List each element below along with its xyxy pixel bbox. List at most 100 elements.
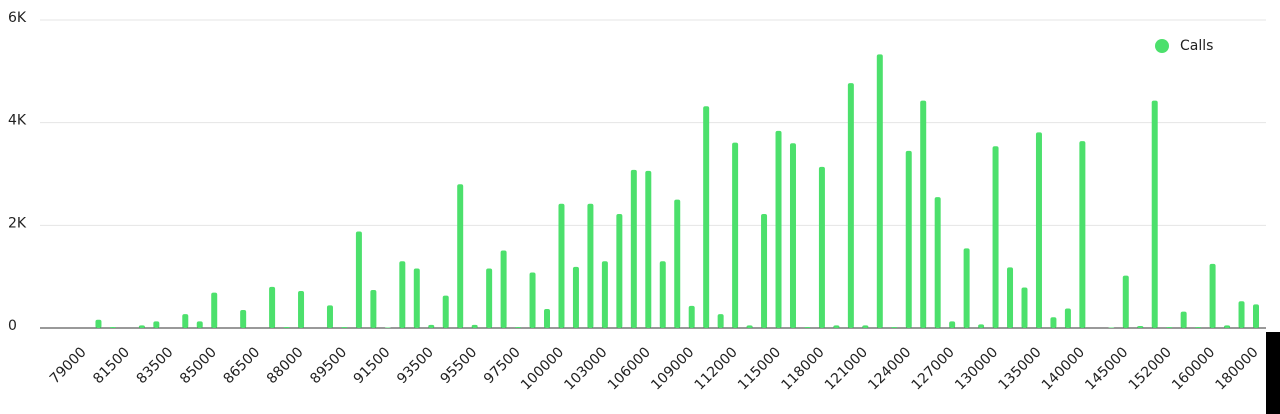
edge-shade	[1266, 332, 1280, 414]
bar	[182, 314, 189, 328]
bar	[789, 143, 796, 328]
bar	[326, 305, 333, 328]
x-tick-label: 85000	[177, 344, 220, 387]
x-tick-label: 135000	[996, 344, 1045, 393]
bar	[572, 266, 579, 328]
bar	[558, 203, 565, 328]
bar	[703, 106, 710, 329]
y-tick-label: 0	[8, 318, 17, 334]
bar	[1007, 267, 1014, 328]
bar	[862, 325, 869, 328]
bar	[1108, 327, 1115, 328]
x-tick-label: 145000	[1082, 344, 1131, 393]
bar	[211, 292, 218, 328]
bar	[963, 248, 970, 328]
bar	[645, 170, 652, 328]
bar	[1238, 301, 1245, 328]
x-tick-label: 79000	[47, 344, 90, 387]
bar	[833, 325, 840, 328]
bar	[761, 214, 768, 328]
bar	[138, 325, 145, 328]
bar	[804, 326, 811, 328]
x-tick-label: 112000	[692, 344, 741, 393]
x-tick-label: 91500	[351, 344, 394, 387]
legend-label: Calls	[1180, 38, 1213, 54]
bar	[1050, 317, 1057, 328]
bar	[500, 250, 507, 328]
bar	[616, 214, 623, 328]
bar	[153, 321, 160, 328]
bar	[876, 54, 883, 328]
legend-marker	[1155, 39, 1169, 53]
bar	[891, 326, 898, 328]
bar	[269, 286, 276, 328]
x-tick-label: 118000	[778, 344, 827, 393]
x-tick-label: 160000	[1169, 344, 1218, 393]
bar	[847, 83, 854, 328]
bar	[1151, 100, 1158, 329]
x-tick-label: 109000	[648, 344, 697, 393]
bar	[370, 290, 377, 328]
y-tick-label: 6K	[8, 10, 27, 26]
x-tick-label: 180000	[1213, 344, 1262, 393]
bar	[920, 100, 927, 329]
bar	[1021, 287, 1028, 328]
y-tick-label: 4K	[8, 113, 27, 129]
x-tick-label: 121000	[822, 344, 871, 393]
bar	[544, 309, 551, 328]
bar	[1209, 263, 1216, 328]
bar	[1122, 275, 1129, 328]
bar	[1079, 141, 1086, 328]
bar	[818, 166, 825, 328]
bar	[442, 295, 449, 328]
bar	[934, 197, 941, 328]
bar	[1166, 326, 1173, 328]
x-tick-label: 81500	[90, 344, 133, 387]
x-tick-label: 140000	[1039, 344, 1088, 393]
bar	[1195, 326, 1202, 328]
bar	[355, 231, 362, 328]
bar	[732, 142, 739, 328]
x-tick-label: 100000	[518, 344, 567, 393]
bar	[1035, 132, 1042, 328]
x-tick-label: 88000	[264, 344, 307, 387]
bar	[1224, 325, 1231, 328]
x-tick-label: 103000	[561, 344, 610, 393]
bar	[399, 261, 406, 328]
bar	[471, 324, 478, 328]
x-tick-label: 89500	[307, 344, 350, 387]
bar	[992, 146, 999, 328]
x-tick-label: 83500	[134, 344, 177, 387]
bar	[1253, 304, 1259, 328]
x-tick-label: 106000	[605, 344, 654, 393]
x-tick-label: 115000	[735, 344, 784, 393]
y-tick-label: 2K	[8, 215, 27, 231]
bar	[775, 130, 782, 328]
bar	[659, 261, 666, 328]
x-tick-label: 130000	[952, 344, 1001, 393]
bar	[298, 291, 305, 328]
bar	[601, 261, 608, 328]
x-tick-label: 124000	[865, 344, 914, 393]
bar	[674, 199, 681, 328]
bar	[688, 305, 695, 328]
bar	[717, 314, 724, 328]
bar	[1137, 325, 1144, 328]
bar	[1064, 308, 1071, 328]
x-tick-label: 86500	[220, 344, 263, 387]
bar	[457, 184, 464, 328]
x-tick-label: 93500	[394, 344, 437, 387]
bar	[95, 319, 102, 328]
bar	[746, 325, 753, 328]
bar	[341, 326, 348, 328]
bar	[486, 268, 493, 328]
x-tick-label: 95500	[438, 344, 481, 387]
bar	[109, 326, 116, 328]
bar	[283, 326, 290, 328]
bar	[384, 327, 391, 328]
bar	[196, 321, 203, 328]
x-tick-label: 127000	[909, 344, 958, 393]
bar	[587, 203, 594, 328]
